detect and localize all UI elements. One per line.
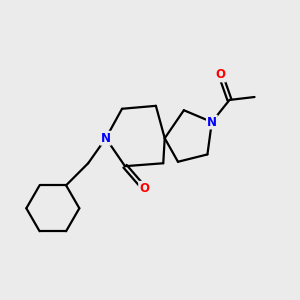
Text: N: N: [101, 132, 111, 145]
Text: O: O: [216, 68, 226, 81]
Text: N: N: [207, 116, 217, 128]
Text: O: O: [139, 182, 149, 195]
